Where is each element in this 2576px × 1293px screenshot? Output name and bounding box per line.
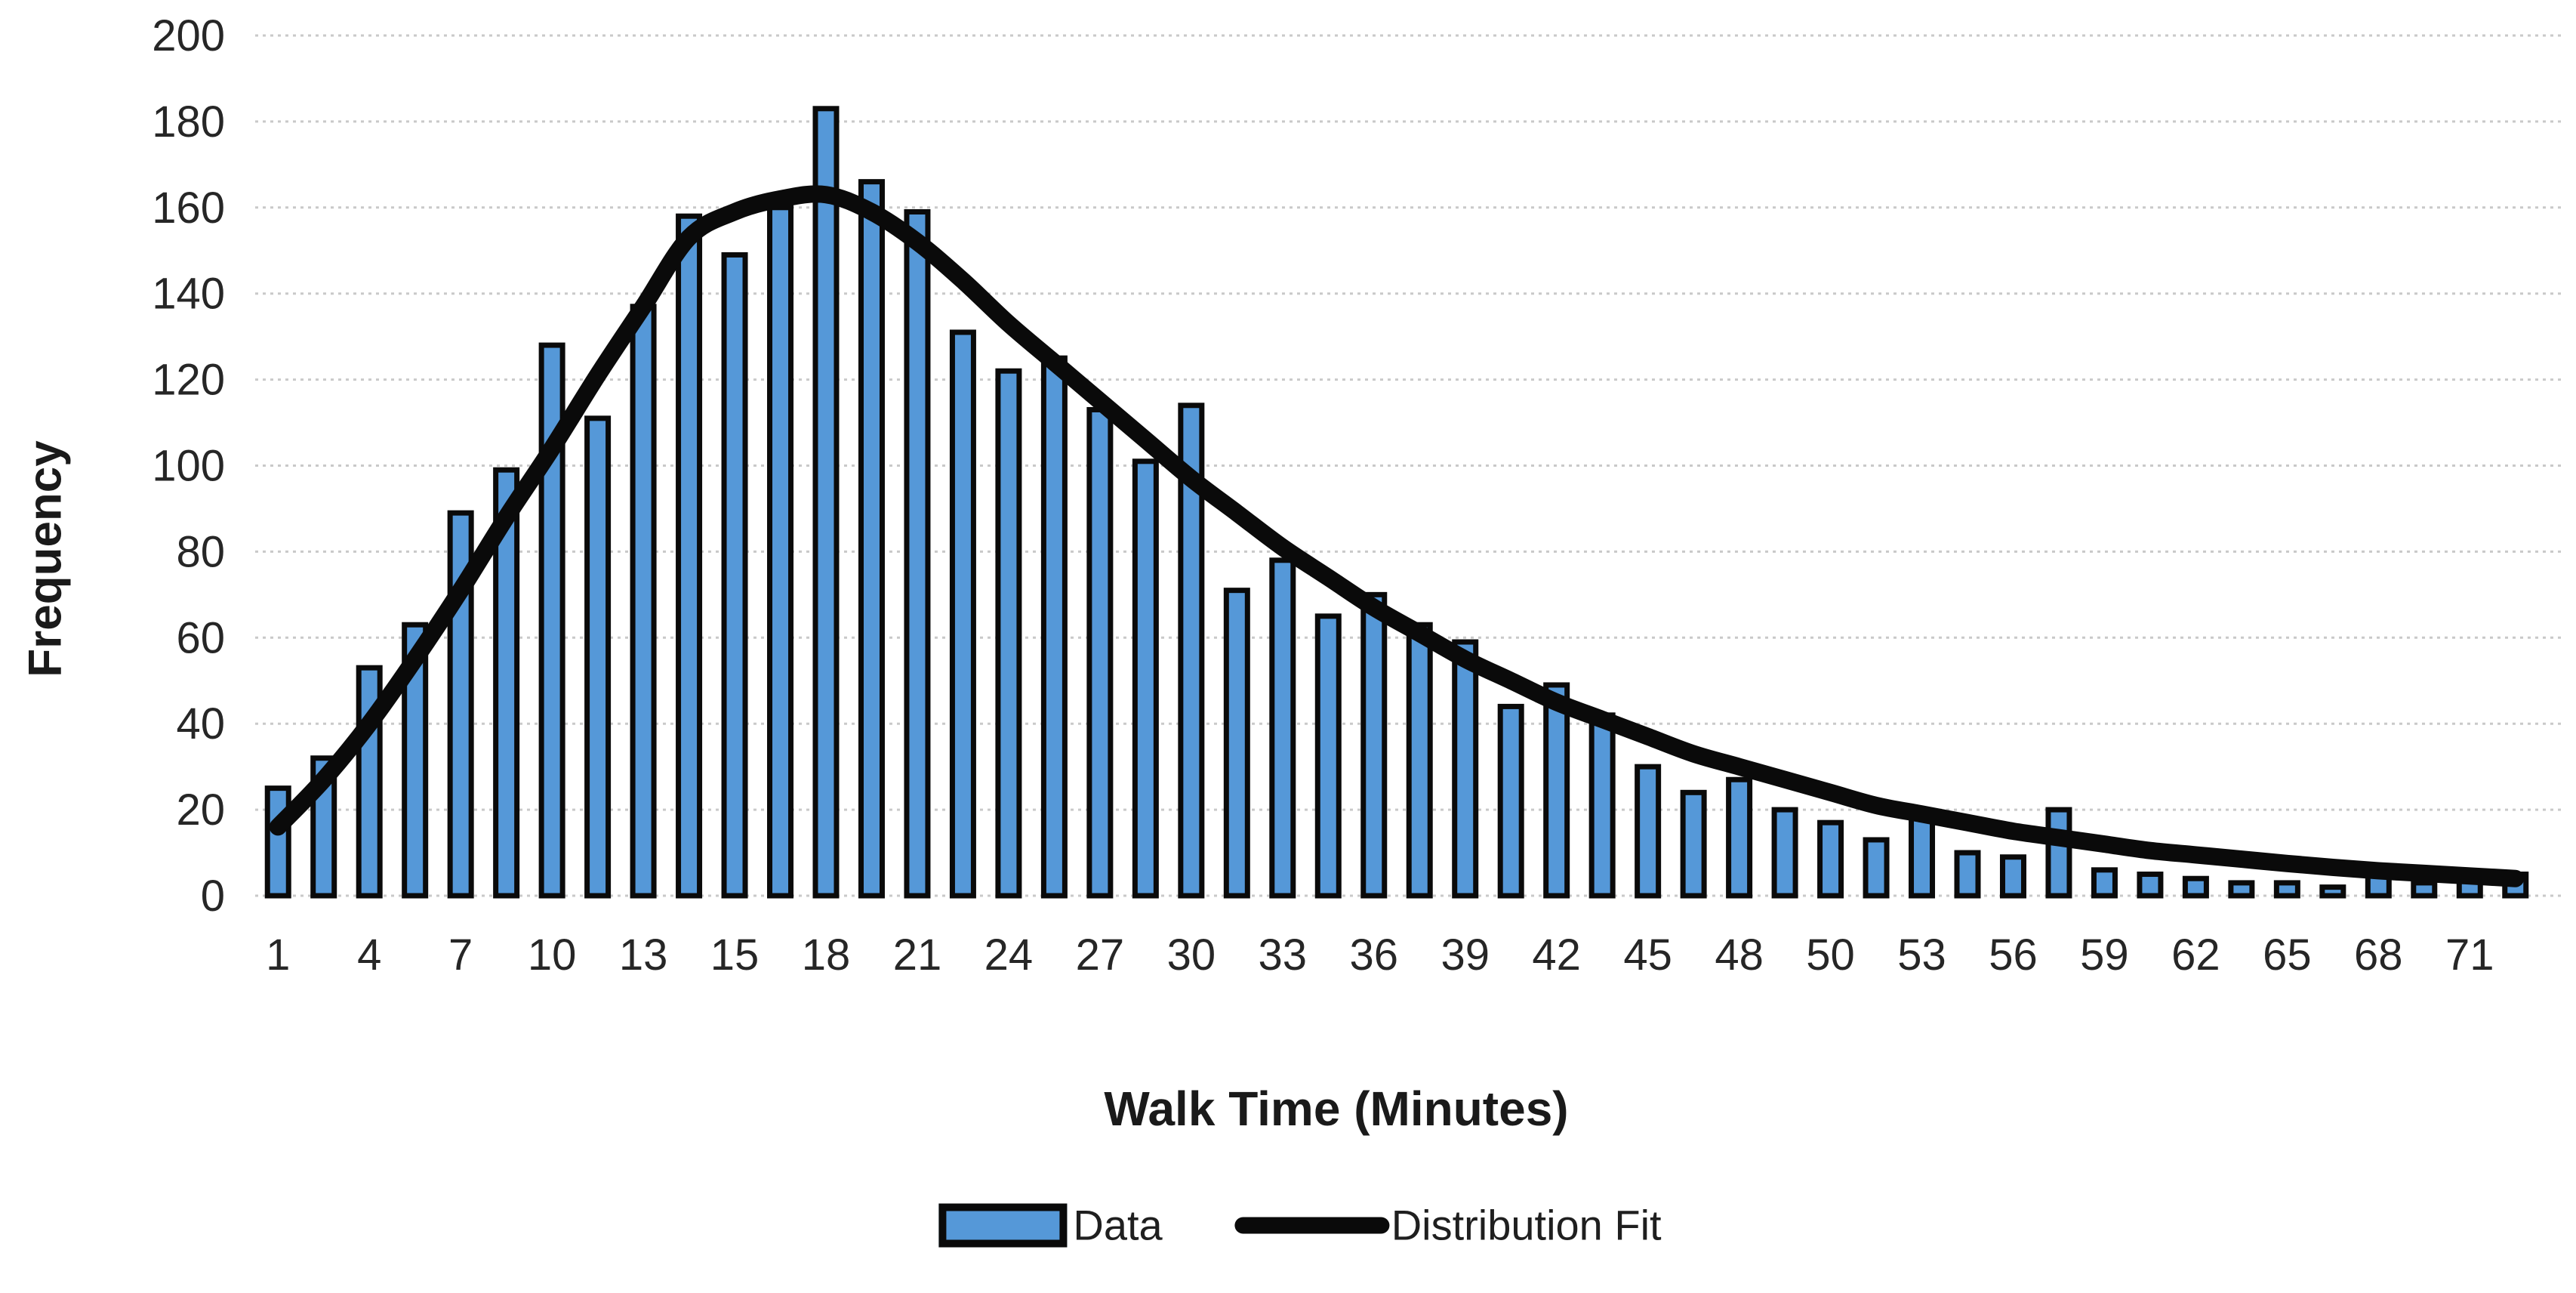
data-bar <box>1817 819 1844 899</box>
data-bar <box>1588 712 1616 899</box>
y-tick-label: 20 <box>176 785 225 835</box>
y-tick-label: 140 <box>152 270 225 319</box>
x-tick-label: 10 <box>528 930 577 980</box>
x-tick-label: 45 <box>1623 930 1672 980</box>
data-bar <box>2091 867 2118 899</box>
legend-data-swatch <box>938 1203 1068 1247</box>
data-bar <box>995 368 1022 899</box>
data-bar <box>1771 807 1798 899</box>
data-bar <box>1543 682 1570 899</box>
x-tick-label: 53 <box>1897 930 1946 980</box>
data-bar <box>1726 776 1753 899</box>
data-bar <box>1223 588 1250 899</box>
data-bar <box>1132 458 1159 899</box>
y-tick-label: 40 <box>176 699 225 748</box>
x-tick-label: 56 <box>1989 930 2038 980</box>
data-bar <box>630 304 657 899</box>
fit-curve <box>269 185 2525 887</box>
x-tick-label: 42 <box>1532 930 1581 980</box>
legend-fit-label: Distribution Fit <box>1391 1201 1662 1249</box>
data-bar <box>1406 622 1433 899</box>
x-tick-label: 4 <box>357 930 381 980</box>
x-tick-label: 62 <box>2171 930 2220 980</box>
data-bar <box>1909 815 1936 899</box>
y-tick-label: 180 <box>152 97 225 147</box>
y-tick-label: 60 <box>176 613 225 662</box>
data-bar <box>1360 591 1388 899</box>
x-tick-label: 1 <box>266 930 290 980</box>
data-bar <box>1635 764 1662 899</box>
data-bar <box>1680 789 1707 899</box>
data-bar <box>2411 880 2438 899</box>
legend-fit-line-marker <box>1234 1217 1390 1233</box>
data-bar <box>264 785 291 899</box>
data-bar <box>1999 854 2026 899</box>
data-bar <box>2182 875 2209 899</box>
data-bar <box>1040 355 1068 899</box>
x-tick-label: 30 <box>1167 930 1216 980</box>
data-bar <box>1314 613 1342 899</box>
x-tick-label: 39 <box>1441 930 1490 980</box>
data-bar <box>584 415 612 899</box>
x-axis-title: Walk Time (Minutes) <box>1104 1082 1569 1136</box>
legend: Data Distribution Fit <box>938 1201 1662 1250</box>
data-bar <box>2319 884 2346 899</box>
y-tick-label: 200 <box>152 11 225 60</box>
x-tick-label: 24 <box>984 930 1034 980</box>
x-tick-label: 18 <box>802 930 851 980</box>
data-bar <box>949 329 976 899</box>
x-tick-label: 59 <box>2080 930 2129 980</box>
data-bar <box>2137 872 2164 899</box>
data-bar <box>1954 850 1981 899</box>
data-bar <box>1452 639 1479 899</box>
data-bar <box>767 205 794 899</box>
x-tick-label: 65 <box>2263 930 2312 980</box>
data-bar <box>1863 837 1890 899</box>
x-tick-label: 7 <box>448 930 473 980</box>
x-tick-label: 68 <box>2354 930 2403 980</box>
data-bar <box>2045 807 2072 899</box>
y-tick-label: 100 <box>152 442 225 491</box>
data-bar <box>858 179 885 899</box>
y-tick-label: 120 <box>152 356 225 405</box>
y-tick-label: 80 <box>176 527 225 576</box>
x-tick-label: 27 <box>1076 930 1125 980</box>
x-tick-label: 50 <box>1806 930 1855 980</box>
data-bar <box>812 106 840 899</box>
x-tick-label: 36 <box>1350 930 1399 980</box>
y-tick-label: 160 <box>152 184 225 233</box>
x-tick-label: 13 <box>619 930 668 980</box>
data-bar <box>1269 557 1296 899</box>
data-bar <box>2228 880 2255 899</box>
data-bar <box>1086 406 1114 899</box>
x-tick-label: 48 <box>1715 930 1764 980</box>
data-bar <box>721 252 748 899</box>
legend-data-label: Data <box>1073 1201 1163 1249</box>
data-bar <box>904 208 931 899</box>
data-bar <box>2273 880 2300 899</box>
x-tick-label: 21 <box>893 930 942 980</box>
data-bar <box>1497 703 1524 899</box>
y-tick-label: 0 <box>201 872 225 921</box>
x-tick-label: 15 <box>710 930 760 980</box>
x-tick-label: 33 <box>1259 930 1308 980</box>
data-bar <box>676 213 703 899</box>
y-axis-title: Frequency <box>19 440 72 677</box>
x-tick-label: 71 <box>2445 930 2494 980</box>
